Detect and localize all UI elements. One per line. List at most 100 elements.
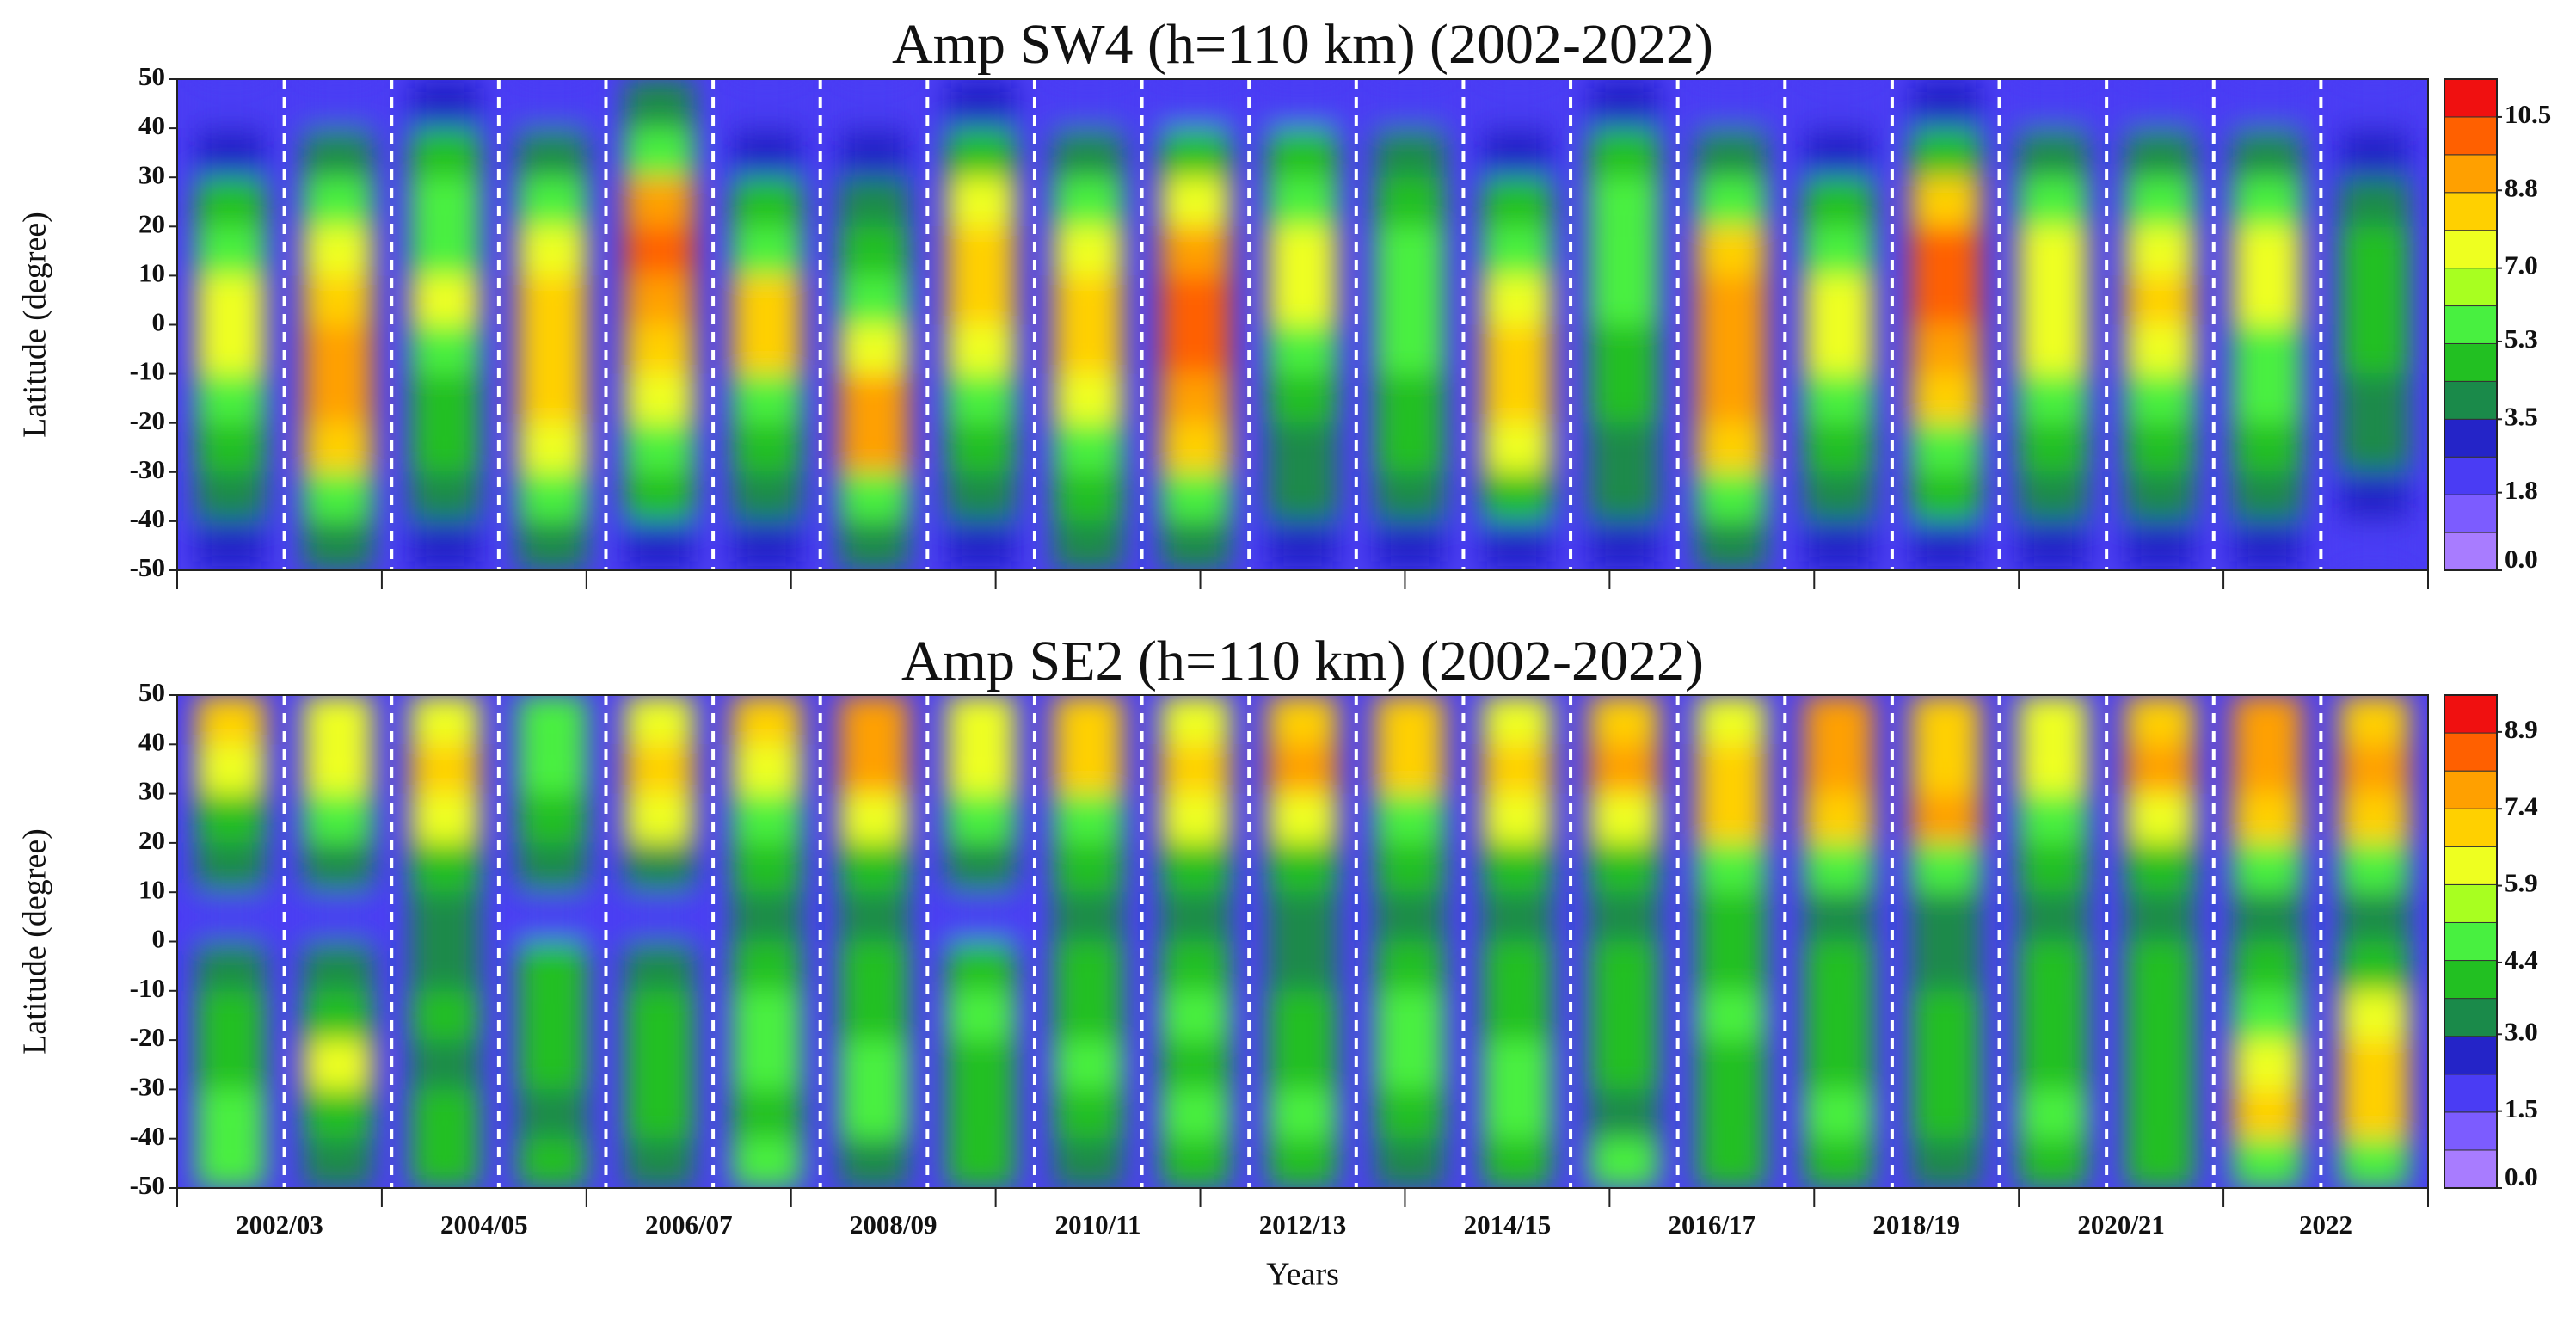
contour-cell (1054, 128, 1123, 178)
y-tick-label: -20 (130, 405, 165, 435)
contour-cell (1054, 177, 1123, 227)
contour-cell (1911, 128, 1981, 178)
contour-cell (410, 990, 480, 1041)
contour-cell (1268, 793, 1337, 843)
contour-cell (1482, 422, 1552, 472)
contour-cell (624, 941, 694, 991)
contour-cell (2018, 373, 2087, 423)
contour-cell (624, 990, 694, 1041)
contour-cell (946, 226, 1016, 276)
y-tick-label: -30 (130, 1072, 165, 1102)
contour-cell (2233, 324, 2302, 374)
contour-cell (732, 177, 802, 227)
contour-cell (1804, 842, 1873, 893)
colorbar-swatch (2444, 808, 2498, 847)
y-tick-label: -50 (130, 1170, 165, 1200)
contour-cell (2018, 793, 2087, 843)
contour-cell (1375, 990, 1444, 1041)
contour-cell (732, 226, 802, 276)
contour-cell (410, 471, 480, 521)
colorbar-label: 5.9 (2505, 868, 2538, 898)
contour-cell (946, 79, 1016, 129)
contour-cell (304, 990, 372, 1041)
contour-cell (304, 1138, 372, 1188)
contour-cell (1697, 226, 1766, 276)
contour-cell (839, 177, 908, 227)
contour-cell (1268, 744, 1337, 794)
y-tick-label: 40 (138, 110, 165, 140)
contour-cell (946, 520, 1016, 570)
colorbar-swatch (2444, 998, 2498, 1037)
contour-cell (624, 793, 694, 843)
contour-cell (2018, 79, 2087, 129)
colorbar-swatch (2444, 192, 2498, 231)
contour-cell (518, 990, 587, 1041)
contour-cell (1697, 422, 1766, 472)
contour-cell (1804, 793, 1873, 843)
y-tick-label: 20 (138, 208, 165, 238)
contour-cell (1911, 892, 1981, 942)
contour-cell (2125, 79, 2195, 129)
y-tick-label: -50 (130, 552, 165, 582)
contour-cell (1161, 892, 1230, 942)
contour-cell (1054, 695, 1123, 745)
contour-cell (1268, 1040, 1337, 1090)
contour-cell (2018, 892, 2087, 942)
y-tick-label: 0 (152, 924, 166, 954)
contour-cell (1804, 275, 1873, 325)
contour-cell (1589, 892, 1659, 942)
contour-cell (2125, 471, 2195, 521)
contour-cell (2018, 177, 2087, 227)
contour-cell (304, 373, 372, 423)
contour-cell (2125, 373, 2195, 423)
contour-cell (732, 422, 802, 472)
contour-cell (1697, 373, 1766, 423)
contour-cell (304, 79, 372, 129)
y-tick-label: 10 (138, 258, 165, 288)
colorbar-swatch (2444, 418, 2498, 458)
contour-cell (1911, 1138, 1981, 1188)
contour-cell (1054, 324, 1123, 374)
contour-cell (1054, 941, 1123, 991)
contour-cell (518, 842, 587, 893)
contour-cell (2339, 842, 2409, 893)
panel-title: Amp SE2 (h=110 km) (2002-2022) (901, 630, 1704, 692)
contour-cell (1268, 324, 1337, 374)
contour-cell (410, 373, 480, 423)
contour-cell (1482, 990, 1552, 1041)
contour-cell (1482, 324, 1552, 374)
contour-cell (1268, 226, 1337, 276)
contour-cell (410, 842, 480, 893)
y-axis-label: Latitude (degree) (17, 212, 53, 438)
contour-cell (839, 373, 908, 423)
contour-cell (1482, 1138, 1552, 1188)
contour-cell (946, 793, 1016, 843)
contour-cell (518, 1089, 587, 1139)
contour-cell (1482, 128, 1552, 178)
contour-cell (2339, 990, 2409, 1041)
contour-cell (2233, 793, 2302, 843)
contour-cell (304, 1089, 372, 1139)
contour-cell (624, 373, 694, 423)
x-tick-label: 2008/09 (850, 1209, 938, 1240)
contour-cell (624, 1040, 694, 1090)
contour-cell (1911, 941, 1981, 991)
colorbar-label: 1.8 (2505, 475, 2538, 505)
contour-cell (2339, 744, 2409, 794)
contour-cell (1375, 128, 1444, 178)
contour-cell (2018, 695, 2087, 745)
colorbar-swatch (2444, 921, 2498, 962)
contour-cell (1697, 79, 1766, 129)
y-axis-label: Latitude (degree) (17, 828, 53, 1055)
contour-cell (839, 79, 908, 129)
contour-cell (946, 422, 1016, 472)
contour-cell (839, 990, 908, 1041)
contour-cell (518, 793, 587, 843)
contour-cell (1697, 744, 1766, 794)
contour-cell (2125, 941, 2195, 991)
colorbar-swatch (2444, 960, 2498, 1000)
contour-cell (1697, 275, 1766, 325)
contour-cell (732, 128, 802, 178)
contour-cell (2233, 79, 2302, 129)
